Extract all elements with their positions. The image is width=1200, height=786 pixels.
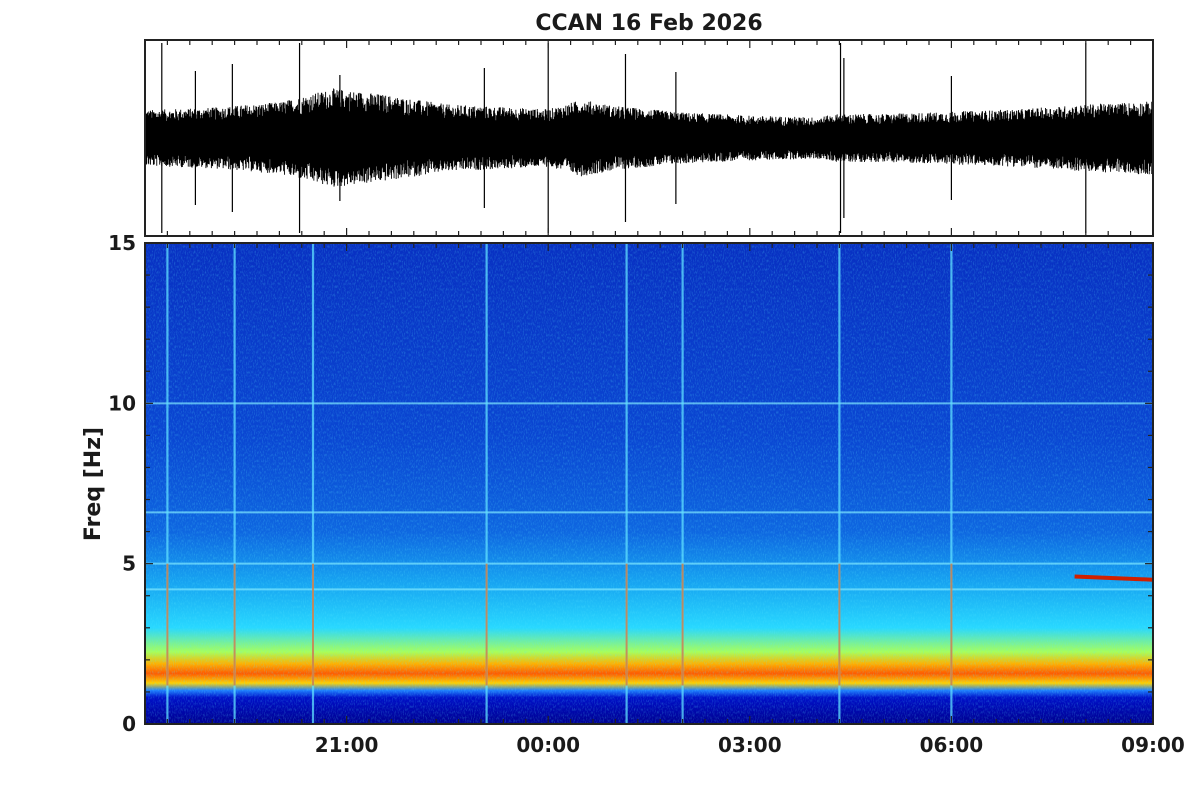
seismogram-frame <box>144 39 1154 237</box>
y-axis-title: Freq [Hz] <box>81 427 106 541</box>
x-tick-label: 21:00 <box>315 733 379 757</box>
seismogram-panel <box>144 39 1154 237</box>
x-tick-label: 06:00 <box>920 733 984 757</box>
chart-title: CCAN 16 Feb 2026 <box>535 11 762 36</box>
tremor-band <box>1074 574 1153 582</box>
x-tick-label: 00:00 <box>516 733 580 757</box>
spectrogram-noise <box>145 243 1153 724</box>
y-tick-label: 15 <box>108 231 136 255</box>
seismogram-trace <box>145 88 1153 187</box>
x-tick-label: 03:00 <box>718 733 782 757</box>
spectrogram-panel <box>144 242 1154 725</box>
spectrogram-frame <box>144 242 1154 725</box>
y-tick-label: 5 <box>122 552 136 576</box>
y-tick-label: 10 <box>108 391 136 415</box>
y-tick-label: 0 <box>122 712 136 736</box>
x-tick-label: 09:00 <box>1121 733 1185 757</box>
